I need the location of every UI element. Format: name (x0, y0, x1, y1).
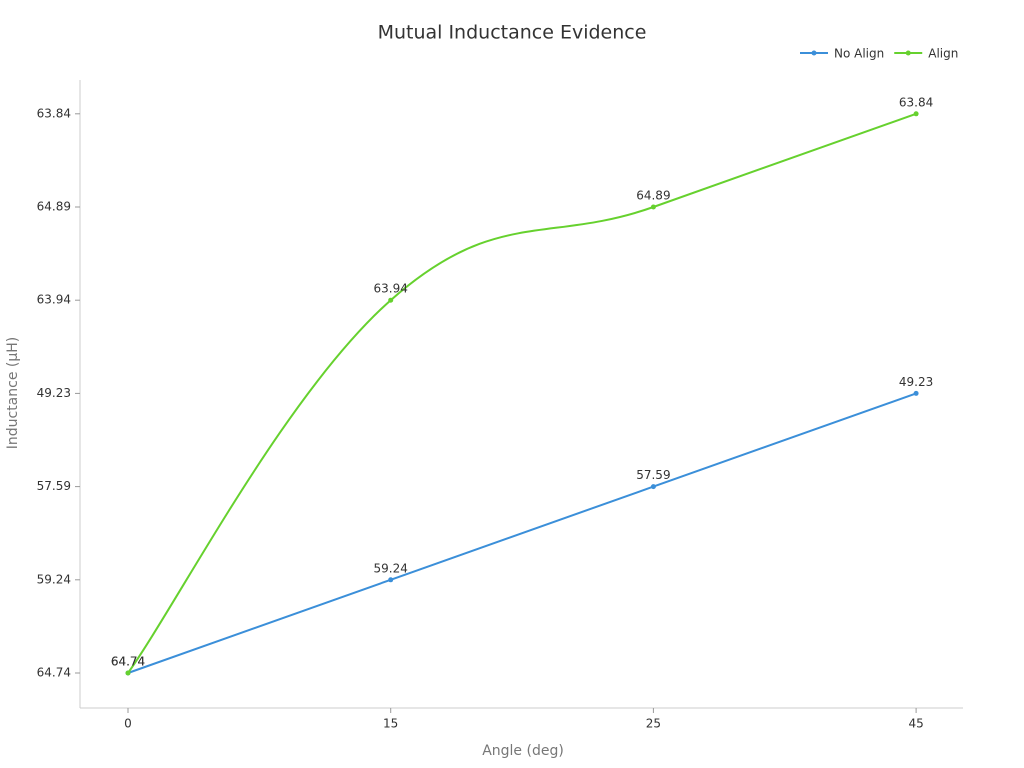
y-tick-label: 63.94 (37, 293, 71, 307)
data-label: 64.89 (636, 189, 670, 203)
y-tick-label: 64.89 (37, 200, 71, 214)
y-axis-title: Inductance (µH) (5, 337, 21, 450)
x-tick-label: 15 (383, 717, 398, 731)
data-label: 63.94 (374, 282, 408, 296)
data-point (388, 297, 394, 303)
data-point (913, 111, 919, 117)
data-point (125, 670, 131, 676)
data-label: 57.59 (636, 468, 670, 482)
legend-label: Align (928, 47, 958, 61)
y-tick-label: 57.59 (37, 479, 71, 493)
legend-dot (905, 50, 911, 56)
data-label: 63.84 (899, 95, 933, 109)
data-label: 64.74 (111, 655, 145, 669)
y-tick-label: 63.84 (37, 106, 71, 120)
y-tick-label: 49.23 (37, 386, 71, 400)
x-axis-title: Angle (deg) (482, 743, 564, 759)
data-label: 64.74 (111, 655, 145, 669)
x-tick-label: 0 (124, 717, 132, 731)
data-label: 49.23 (899, 375, 933, 389)
data-point (650, 204, 656, 210)
chart-title: Mutual Inductance Evidence (378, 22, 647, 44)
series-line (127, 112, 917, 674)
data-point (388, 577, 394, 583)
series-line (127, 392, 917, 674)
y-tick-label: 64.74 (37, 666, 71, 680)
data-point (913, 390, 919, 396)
legend-dot (811, 50, 817, 56)
data-label: 59.24 (374, 561, 408, 575)
x-tick-label: 45 (908, 717, 923, 731)
legend-label: No Align (834, 47, 884, 61)
x-tick-label: 25 (646, 717, 661, 731)
y-tick-label: 59.24 (37, 572, 71, 586)
data-point (650, 484, 656, 490)
